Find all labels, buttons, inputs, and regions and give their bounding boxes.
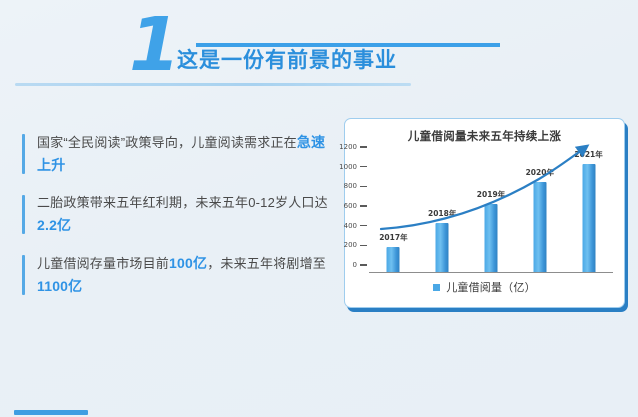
body-text: 儿童借阅存量市场目前 (37, 256, 170, 271)
y-axis-tick-text: 1000 (339, 162, 357, 171)
bullet-marker-icon (22, 134, 25, 174)
y-axis-tick-mark (360, 146, 367, 148)
y-axis-tick-mark (360, 205, 367, 207)
highlighted-figure: 急速上升 (37, 134, 326, 173)
highlighted-figure: 100亿 (169, 255, 208, 271)
y-axis-tick-text: 400 (343, 221, 357, 230)
chart-title: 儿童借阅量未来五年持续上涨 (407, 131, 562, 143)
page-title: 这是一份有前景的事业 (177, 49, 397, 72)
body-text: 二胎政策带来五年红利期，未来五年0-12岁人口达 (37, 195, 328, 210)
y-axis-tick-label: 400 (344, 222, 369, 230)
chart-card: 儿童借阅量未来五年持续上涨 1200 1000 800 600 400 200 0 2017… (339, 118, 625, 308)
bar (386, 247, 400, 273)
bar-column: 2020年 (515, 155, 564, 273)
y-axis-tick-text: 800 (343, 182, 357, 191)
bar (533, 181, 547, 273)
bar (484, 204, 498, 273)
y-axis-tick-label: 0 (353, 261, 369, 269)
y-axis-tick-mark (360, 165, 367, 168)
chart-legend: 儿童借阅量（亿） (345, 279, 624, 295)
legend-label: 儿童借阅量（亿） (446, 282, 536, 294)
list-item-text: 儿童借阅存量市场目前100亿，未来五年将剧增至 1100亿 (37, 252, 332, 298)
highlighted-figure: 1100亿 (37, 278, 83, 294)
list-item-text: 国家“全民阅读”政策导向，儿童阅读需求正在急速上升 (37, 131, 332, 177)
y-axis-tick-label: 1000 (339, 163, 369, 171)
y-axis-tick-label: 600 (344, 202, 369, 210)
section-number: 1 (129, 2, 180, 88)
bar-data-label: 2019年 (476, 190, 506, 200)
bullet-list: 国家“全民阅读”政策导向，儿童阅读需求正在急速上升 二胎政策带来五年红利期，未来五… (22, 131, 332, 298)
y-axis-tick-text: 0 (352, 261, 357, 269)
x-axis-line (369, 271, 613, 273)
y-axis-tick-mark (360, 224, 367, 227)
y-axis-tick-text: 1200 (339, 143, 357, 151)
y-axis-tick-label: 1200 (339, 143, 369, 151)
bullet-marker-icon (22, 195, 25, 234)
list-item-text: 二胎政策带来五年红利期，未来五年0-12岁人口达 2.2亿 (37, 192, 332, 237)
chart-plot-area: 1200 1000 800 600 400 200 0 2017年 2018年 2019年 202… (339, 143, 613, 273)
bar (582, 163, 596, 273)
bar-data-label: 2020年 (525, 167, 554, 177)
y-axis-tick-text: 200 (343, 241, 357, 250)
list-item: 国家“全民阅读”政策导向，儿童阅读需求正在急速上升 (22, 131, 332, 177)
y-axis-tick-text: 600 (343, 202, 357, 210)
slide-header: 1 这是一份有前景的事业 (0, 0, 638, 100)
list-item: 儿童借阅存量市场目前100亿，未来五年将剧增至 1100亿 (22, 252, 332, 298)
bar-data-label: 2018年 (428, 208, 457, 218)
body-text: ，未来五年将剧增至 (207, 256, 326, 271)
highlighted-figure: 2.2亿 (37, 217, 72, 233)
y-axis-tick-label: 200 (344, 241, 369, 249)
body-text: 国家“全民阅读”政策导向，儿童阅读需求正在 (37, 135, 297, 150)
bar-column: 2017年 (369, 155, 418, 273)
header-accent-rule (196, 43, 500, 47)
bullet-marker-icon (22, 255, 25, 295)
header-underline-rule (15, 83, 411, 86)
bar-column: 2021年 (564, 150, 613, 273)
bar-data-label: 2017年 (379, 233, 408, 243)
footer-accent-bar (14, 410, 88, 415)
y-axis-tick-label: 800 (344, 182, 369, 190)
bar-column: 2018年 (418, 155, 467, 273)
y-axis-tick-mark (360, 264, 367, 266)
list-item: 二胎政策带来五年红利期，未来五年0-12岁人口达 2.2亿 (22, 192, 332, 237)
legend-swatch-icon (433, 283, 441, 291)
y-axis-tick-mark (360, 244, 367, 247)
bar-column: 2019年 (467, 155, 516, 273)
bar (435, 222, 449, 273)
y-axis-tick-mark (360, 185, 367, 188)
bar-data-label: 2021年 (574, 149, 603, 159)
